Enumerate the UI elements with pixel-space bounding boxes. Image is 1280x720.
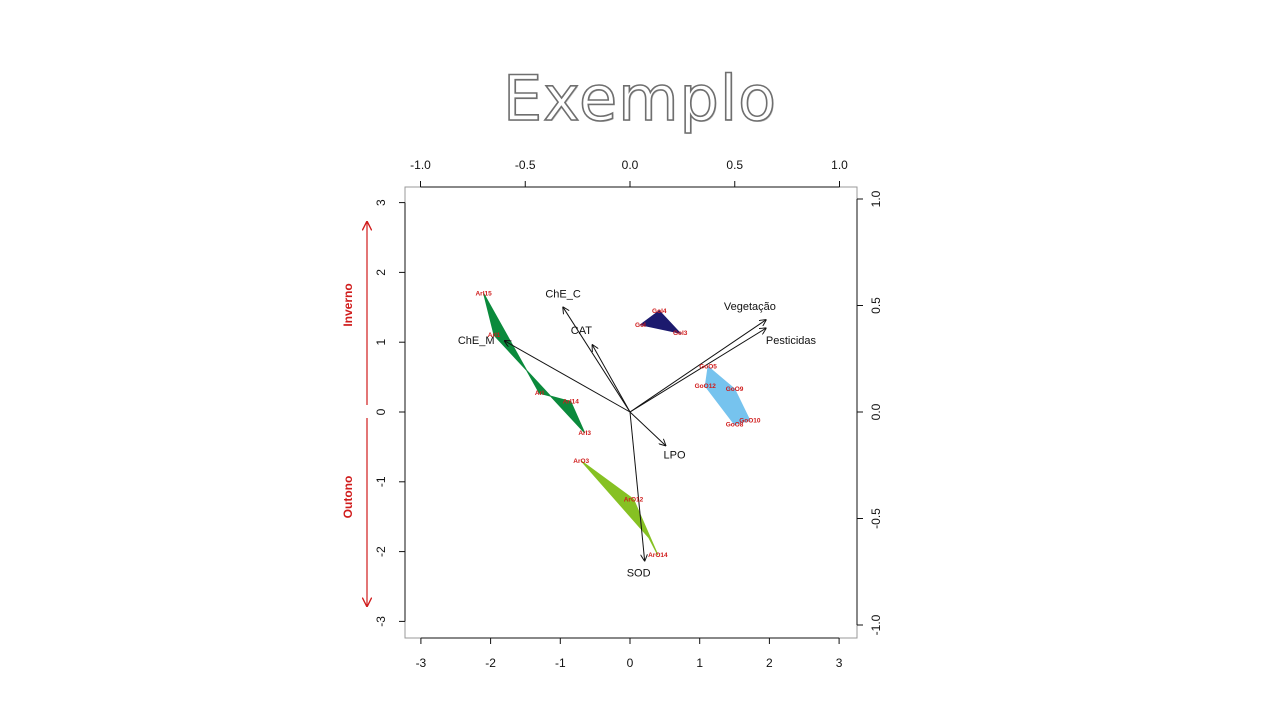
- point-label: ArI: [535, 390, 544, 397]
- bottom-tick-label: -1: [555, 656, 566, 670]
- left-tick-label: 0: [374, 408, 388, 415]
- point-label: ArI3: [578, 430, 591, 437]
- point-label: GoI: [635, 322, 646, 329]
- loading-arrow-2: [505, 341, 631, 413]
- variable-label: SOD: [627, 568, 651, 580]
- bottom-tick-label: 2: [766, 656, 773, 670]
- point-label: GoO9: [726, 386, 744, 393]
- top-tick-label: 1.0: [831, 158, 848, 172]
- slide-title: Exemplo: [502, 61, 777, 136]
- variable-label: ChE_M: [458, 335, 495, 347]
- group-hull-3: [580, 460, 659, 556]
- top-tick-label: 0.5: [726, 158, 743, 172]
- right-tick-label: 0.5: [869, 297, 883, 314]
- point-label: ArI14: [563, 399, 580, 406]
- variable-label: ChE_C: [545, 288, 581, 300]
- right-tick-label: 0.0: [869, 403, 883, 420]
- loading-arrow-1: [592, 345, 631, 413]
- bottom-tick-label: 1: [696, 656, 703, 670]
- point-label: ArI1: [488, 332, 501, 339]
- left-tick-label: 1: [374, 339, 388, 346]
- loading-arrow-0: [563, 307, 631, 413]
- variable-label: Pesticidas: [766, 335, 817, 347]
- left-tick-label: 3: [374, 199, 388, 206]
- variable-label: Vegetação: [724, 301, 776, 313]
- point-label: GoO8: [726, 422, 744, 429]
- top-tick-label: 0.0: [622, 158, 639, 172]
- point-label: ArO12: [624, 496, 644, 503]
- point-label: ArI15: [475, 290, 492, 297]
- loading-arrow-4: [629, 328, 766, 413]
- bottom-tick-label: -3: [416, 656, 427, 670]
- bottom-tick-label: 3: [836, 656, 843, 670]
- loading-arrow-3: [629, 320, 766, 413]
- right-tick-label: -0.5: [869, 508, 883, 529]
- point-label: GoI4: [652, 308, 667, 315]
- top-tick-label: -1.0: [410, 158, 431, 172]
- bottom-tick-label: 0: [627, 656, 634, 670]
- left-tick-label: -1: [374, 476, 388, 487]
- top-tick-label: -0.5: [515, 158, 536, 172]
- group-hull-0: [483, 293, 586, 434]
- loading-arrow-6: [629, 411, 645, 561]
- point-label: GoO5: [699, 364, 717, 371]
- season-label-outono: Outono: [341, 476, 355, 519]
- point-label: GoO10: [739, 417, 761, 424]
- season-label-inverno: Inverno: [341, 283, 355, 326]
- loading-arrow-5: [629, 411, 666, 446]
- left-tick-label: -3: [374, 616, 388, 627]
- point-label: ArO14: [648, 552, 668, 559]
- point-label: GoO12: [695, 383, 717, 390]
- variable-label: LPO: [664, 450, 686, 462]
- variable-label: CAT: [571, 325, 592, 337]
- point-label: GoI3: [673, 330, 688, 337]
- group-hull-1: [639, 310, 682, 334]
- group-hull-2: [704, 365, 751, 426]
- right-tick-label: -1.0: [869, 614, 883, 635]
- left-tick-label: 2: [374, 269, 388, 276]
- left-tick-label: -2: [374, 546, 388, 557]
- bottom-tick-label: -2: [485, 656, 496, 670]
- point-label: ArO3: [573, 458, 589, 465]
- right-tick-label: 1.0: [869, 190, 883, 207]
